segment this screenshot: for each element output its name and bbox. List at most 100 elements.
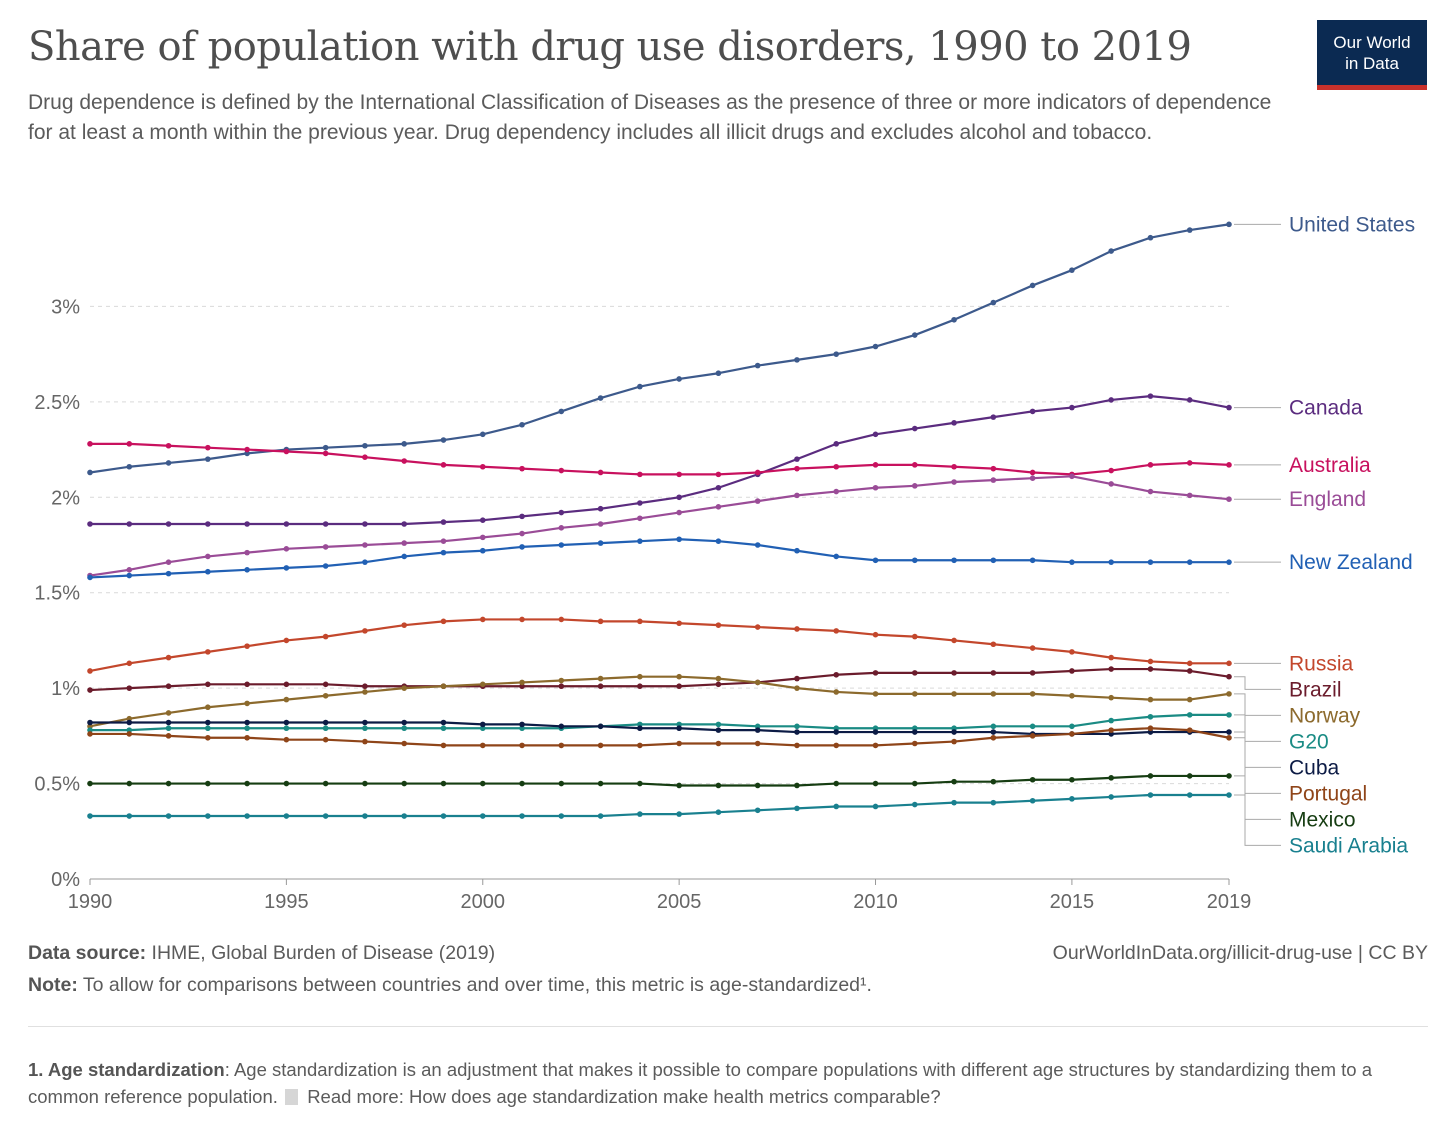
- data-point: [205, 725, 211, 732]
- data-point: [794, 782, 800, 789]
- data-point: [597, 395, 604, 401]
- data-point: [833, 803, 840, 810]
- data-point: [794, 547, 800, 554]
- data-point: [1226, 773, 1232, 779]
- data-point: [715, 721, 722, 728]
- data-point: [322, 692, 329, 699]
- data-point: [597, 540, 604, 546]
- series-label: Cuba: [1289, 756, 1340, 779]
- data-point: [558, 525, 565, 531]
- data-point: [165, 813, 172, 819]
- data-point: [911, 729, 918, 735]
- data-point: [1226, 691, 1232, 697]
- series-labels: United States Canada Australia England New Z…: [1234, 213, 1415, 857]
- series-line: [90, 793, 1229, 818]
- data-point: [1226, 660, 1232, 667]
- data-point: [322, 813, 329, 819]
- y-tick-label: 0.5%: [34, 774, 80, 796]
- data-point: [951, 670, 957, 676]
- data-point: [440, 742, 447, 749]
- data-point: [951, 463, 957, 470]
- data-point: [1147, 725, 1154, 732]
- data-point: [951, 729, 957, 735]
- series-label-group: Canada: [1234, 397, 1363, 420]
- data-point: [637, 471, 643, 478]
- footnote-label: 1. Age standardization: [28, 1059, 225, 1080]
- data-point: [244, 725, 250, 732]
- data-point: [1186, 668, 1193, 674]
- data-point: [911, 740, 918, 747]
- data-point: [1029, 557, 1036, 564]
- data-point: [1226, 712, 1232, 718]
- data-point: [362, 559, 368, 565]
- data-point: [401, 740, 408, 747]
- data-point: [519, 780, 525, 787]
- data-point: [244, 719, 250, 726]
- data-point: [1108, 481, 1114, 487]
- read-more-link[interactable]: Read more: How does age standardization …: [307, 1086, 941, 1107]
- data-point: [754, 624, 761, 630]
- data-point: [322, 736, 329, 743]
- data-point: [283, 736, 290, 743]
- data-point: [519, 421, 525, 428]
- data-point: [558, 813, 565, 819]
- data-point: [87, 574, 93, 581]
- line-chart: 0% 0.5% 1% 1.5% 2% 2.5% 3% 1990 1995 2000 2005 201…: [34, 213, 1415, 913]
- data-point: [126, 463, 133, 470]
- data-point: [990, 799, 997, 806]
- data-point: [165, 683, 172, 690]
- series-lines: [87, 221, 1232, 819]
- data-point: [676, 811, 682, 817]
- series-line: [89, 475, 1230, 577]
- data-point: [440, 725, 447, 732]
- data-point: [1186, 792, 1193, 798]
- data-point: [1069, 692, 1075, 699]
- data-point: [1226, 221, 1232, 228]
- x-axis: 1990 1995 2000 2005 2010 2015 2019: [68, 878, 1251, 913]
- data-point: [165, 442, 172, 449]
- data-point: [754, 498, 761, 504]
- series-line: [90, 721, 1229, 736]
- data-point: [637, 780, 643, 787]
- data-point: [322, 444, 329, 451]
- data-point: [283, 521, 290, 527]
- data-point: [676, 740, 682, 747]
- data-point: [126, 731, 133, 737]
- data-point: [911, 557, 918, 564]
- data-point: [283, 565, 290, 571]
- data-point: [1029, 691, 1036, 697]
- data-point: [951, 799, 957, 806]
- series-label: Russia: [1289, 652, 1354, 675]
- data-point: [911, 633, 918, 640]
- data-point: [911, 801, 918, 808]
- data-point: [401, 780, 408, 787]
- data-point: [87, 780, 93, 787]
- data-source-text: IHME, Global Burden of Disease (2019): [151, 942, 496, 964]
- data-point: [205, 719, 211, 726]
- series-label-group: Brazil: [1234, 676, 1342, 701]
- data-point: [1069, 796, 1075, 802]
- data-point: [990, 414, 997, 420]
- data-point: [244, 700, 250, 707]
- owid-logo[interactable]: Our World in Data: [1317, 20, 1427, 90]
- data-point: [637, 683, 643, 690]
- credit-link[interactable]: OurWorldInData.org/illicit-drug-use | CC…: [1052, 942, 1428, 964]
- data-point: [244, 549, 250, 556]
- data-point: [1147, 393, 1154, 399]
- data-point: [676, 509, 682, 516]
- data-point: [794, 465, 800, 472]
- data-point: [754, 782, 761, 789]
- data-point: [794, 805, 800, 812]
- data-point: [1226, 729, 1232, 735]
- document-icon: [285, 1089, 299, 1105]
- data-point: [322, 544, 329, 550]
- data-point: [479, 721, 486, 728]
- series-label: G20: [1289, 730, 1329, 753]
- data-point: [1147, 658, 1154, 665]
- data-point: [1069, 649, 1075, 655]
- data-point: [1186, 397, 1193, 403]
- data-point: [990, 557, 997, 564]
- data-point: [676, 376, 682, 382]
- data-point: [165, 725, 172, 732]
- data-point: [519, 813, 525, 819]
